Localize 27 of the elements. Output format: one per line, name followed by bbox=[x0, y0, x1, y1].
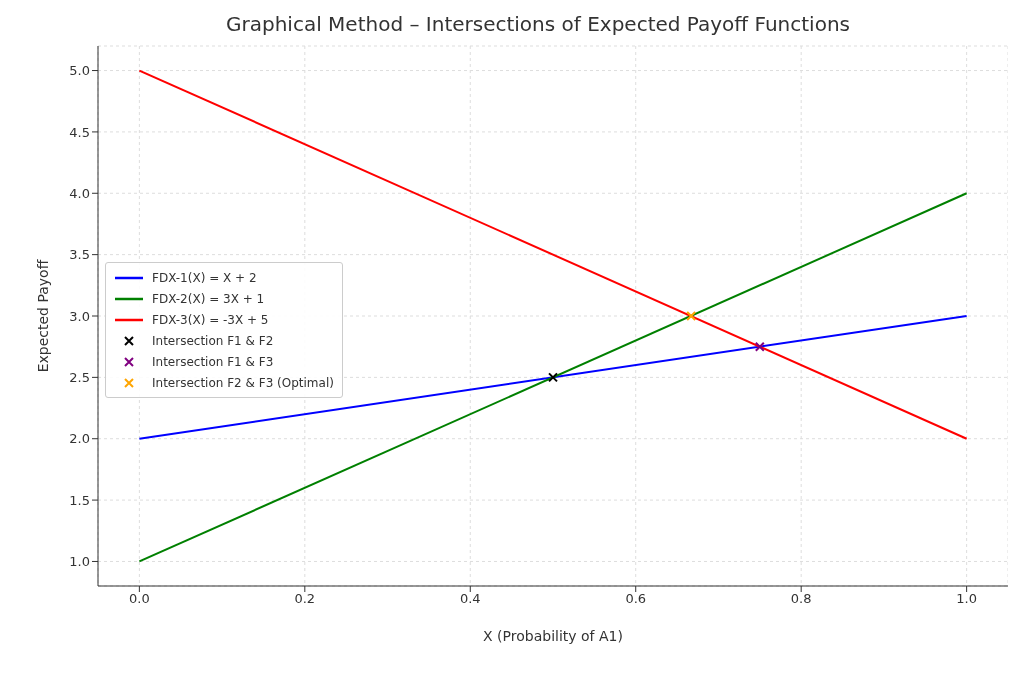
y-tick-label: 1.5 bbox=[69, 492, 90, 508]
y-tick-label: 3.0 bbox=[69, 308, 90, 324]
point bbox=[686, 311, 697, 321]
point bbox=[754, 341, 765, 352]
x-tick-label: 0.8 bbox=[790, 591, 812, 607]
x-tick-label: 0.6 bbox=[625, 591, 647, 607]
legend-label: Intersection F2 & F3 (Optimal) bbox=[152, 375, 334, 390]
x-tick-label: 0.4 bbox=[459, 591, 481, 607]
legend-label: FDX-2(X) = 3X + 1 bbox=[152, 291, 265, 306]
legend-label: FDX-1(X) = X + 2 bbox=[152, 270, 257, 285]
point bbox=[548, 372, 558, 383]
y-tick-label: 1.0 bbox=[69, 554, 90, 570]
legend-label: Intersection F1 & F2 bbox=[152, 333, 274, 348]
y-tick-label: 2.5 bbox=[69, 369, 90, 385]
legend-label: FDX-3(X) = -3X + 5 bbox=[152, 312, 269, 327]
y-tick-label: 4.0 bbox=[69, 185, 90, 201]
y-tick-label: 2.0 bbox=[69, 431, 90, 447]
x-tick-label: 1.0 bbox=[956, 591, 977, 607]
x-tick-label: 0.0 bbox=[129, 591, 150, 607]
chart-title: Graphical Method – Intersections of Expected Payoff Functions bbox=[225, 12, 851, 36]
y-axis-title: Expected Payoff bbox=[34, 259, 51, 373]
y-tick-label: 4.5 bbox=[69, 124, 90, 140]
y-tick-label: 5.0 bbox=[69, 63, 90, 79]
x-axis-title: X (Probability of A1) bbox=[483, 627, 623, 644]
y-tick-label: 3.5 bbox=[69, 247, 90, 263]
x-tick-label: 0.2 bbox=[294, 591, 316, 607]
legend-label: Intersection F1 & F3 bbox=[152, 354, 274, 369]
